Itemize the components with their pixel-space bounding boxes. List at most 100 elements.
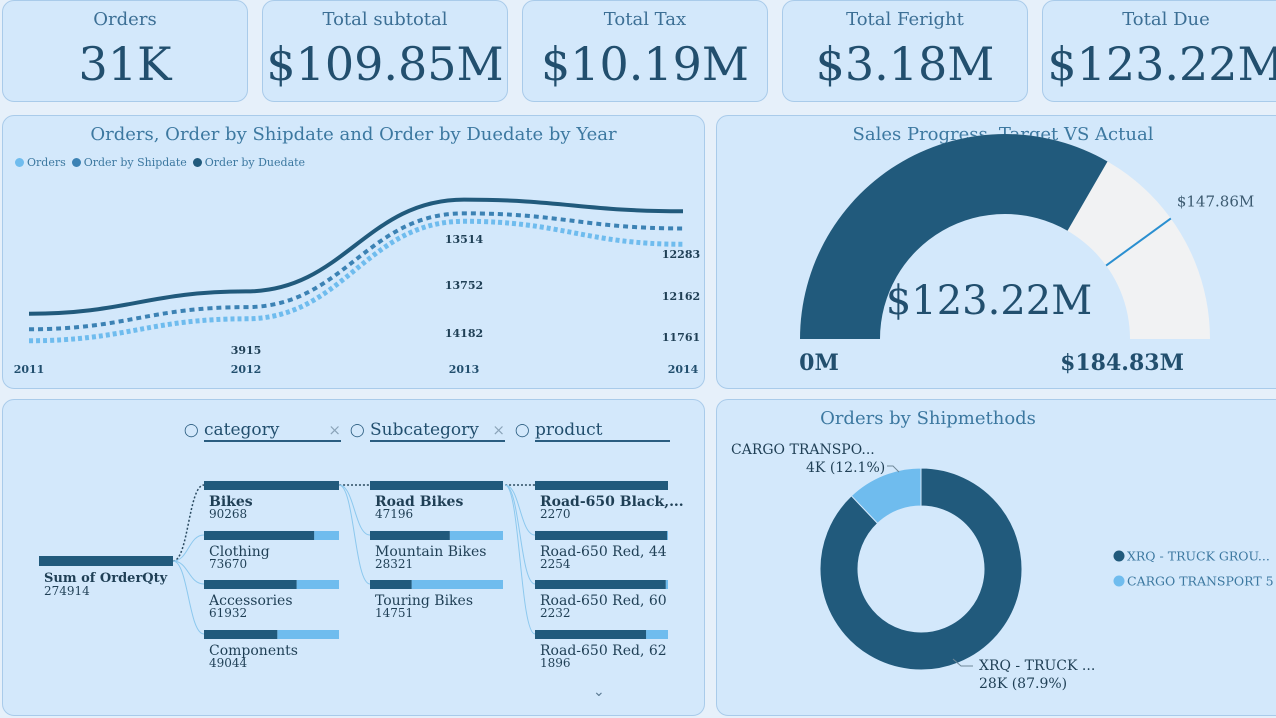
- tree-product-label: Road-650 Black,...: [540, 494, 684, 510]
- tree-product-label: Road-650 Red, 44: [540, 544, 667, 560]
- kpi-value: 31K: [78, 37, 172, 91]
- donut-leader-line: [887, 465, 900, 473]
- kpi-card-subtotal[interactable]: Total subtotal $109.85M: [262, 0, 508, 102]
- tree-header-label: Subcategory: [370, 420, 479, 440]
- kpi-card-freight[interactable]: Total Feright $3.18M: [782, 0, 1028, 102]
- tree-category-value: 73670: [209, 557, 247, 571]
- data-label: 13514: [445, 233, 484, 246]
- line-chart-panel[interactable]: Orders, Order by Shipdate and Order by D…: [2, 115, 705, 389]
- tree-subcategory-value: 47196: [375, 507, 413, 521]
- tree-product-bar[interactable]: [535, 630, 647, 639]
- gauge-value-arc: [800, 134, 1108, 339]
- data-label: 3915: [231, 344, 262, 357]
- legend-dot-icon: [71, 158, 81, 167]
- tree-subcategory-bar-remainder: [411, 580, 503, 589]
- tree-subcategory-bar[interactable]: [370, 580, 412, 589]
- tree-connector: [504, 484, 536, 536]
- x-tick-label: 2014: [668, 363, 699, 376]
- tree-subcategory-bar[interactable]: [370, 531, 450, 540]
- donut-slice-value: 4K (12.1%): [806, 460, 885, 476]
- tree-category-label: Accessories: [208, 593, 293, 609]
- tree-subcategory-label: Mountain Bikes: [375, 544, 486, 560]
- tree-category-bar-remainder: [277, 630, 339, 639]
- tree-connector: [172, 560, 205, 585]
- series-line-orders: [28, 218, 684, 344]
- tree-connector: [504, 484, 536, 585]
- donut-panel[interactable]: Orders by Shipmethods CARGO TRANSPO... 4K…: [716, 399, 1276, 716]
- tree-category-value: 90268: [209, 507, 247, 521]
- gauge-min-label: 0M: [799, 350, 839, 376]
- tree-product-bar[interactable]: [535, 580, 666, 589]
- tree-root-value: 274914: [44, 584, 90, 598]
- tree-connector: [504, 484, 536, 635]
- kpi-value: $10.19M: [540, 37, 750, 91]
- tree-category-label: Clothing: [209, 544, 270, 560]
- kpi-label: Orders: [93, 9, 157, 30]
- tree-category-bar[interactable]: [204, 580, 297, 589]
- x-tick-label: 2011: [14, 363, 45, 376]
- tree-connector: [172, 534, 205, 562]
- legend-label: Order by Shipdate: [83, 156, 187, 169]
- gauge-target-label: $147.86M: [1177, 192, 1254, 210]
- series-line-order-by-duedate: [28, 197, 684, 316]
- tree-product-bar[interactable]: [535, 531, 668, 540]
- tree-product-label: Road-650 Red, 60: [540, 593, 667, 609]
- tree-header-subcategory[interactable]: ◯ Subcategory ×: [350, 420, 505, 442]
- gauge-target-line: [1105, 217, 1172, 267]
- tree-header-product[interactable]: ◯ product: [515, 420, 670, 442]
- tree-product-value: 2254: [540, 557, 571, 571]
- tree-connector: [172, 484, 205, 562]
- tree-product-value: 1896: [540, 656, 571, 670]
- tree-subcategory-label: Touring Bikes: [375, 593, 473, 609]
- donut-legend-label[interactable]: XRQ - TRUCK GROU...: [1127, 549, 1270, 564]
- kpi-card-tax[interactable]: Total Tax $10.19M: [522, 0, 768, 102]
- close-icon[interactable]: ×: [328, 421, 341, 439]
- kpi-label: Total subtotal: [322, 9, 448, 30]
- donut-legend-label[interactable]: CARGO TRANSPORT 5: [1127, 574, 1274, 589]
- legend-label: Orders: [27, 156, 66, 169]
- tree-header-label: category: [204, 420, 280, 440]
- tree-subcategory-bar[interactable]: [370, 481, 503, 490]
- lightbulb-icon: ◯: [515, 422, 530, 438]
- donut-slice[interactable]: [819, 467, 1023, 671]
- tree-category-bar-remainder: [296, 580, 339, 589]
- tree-category-bar[interactable]: [204, 531, 315, 540]
- line-chart: 2011 2012 2013 2014 13514 12283 13752 12162 3915…: [14, 197, 700, 376]
- donut-slice[interactable]: [850, 467, 922, 525]
- tree-category-bar[interactable]: [204, 630, 278, 639]
- donut-slice-label: CARGO TRANSPO...: [731, 442, 875, 458]
- legend-dot-icon: [1113, 550, 1125, 562]
- kpi-card-total-due[interactable]: Total Due $123.22M: [1042, 0, 1276, 102]
- tree-header-category[interactable]: ◯ category ×: [184, 420, 341, 442]
- tree-category-bar[interactable]: [204, 481, 339, 490]
- decomposition-tree-panel[interactable]: ◯ category × ◯ Subcategory × ◯ product S…: [2, 399, 705, 716]
- kpi-value: $109.85M: [266, 37, 504, 91]
- tree-subcategory-value: 14751: [375, 606, 413, 620]
- tree-connector: [172, 560, 205, 635]
- donut-slice-label: XRQ - TRUCK ...: [979, 658, 1095, 674]
- tree-category-label: Bikes: [209, 494, 253, 510]
- tree-subcategory-bar-remainder: [449, 531, 503, 540]
- kpi-card-orders[interactable]: Orders 31K: [2, 0, 248, 102]
- tree-product-bar[interactable]: [535, 481, 668, 490]
- data-label: 11761: [662, 331, 700, 344]
- series-line-order-by-shipdate: [28, 211, 684, 332]
- line-chart-legend: Orders Order by Shipdate Order by Duedat…: [15, 156, 305, 169]
- legend-label: Order by Duedate: [204, 156, 306, 169]
- legend-item-shipdate[interactable]: Order by Shipdate: [71, 156, 187, 169]
- legend-item-duedate[interactable]: Order by Duedate: [192, 156, 306, 169]
- line-chart-title: Orders, Order by Shipdate and Order by D…: [90, 124, 617, 145]
- tree-product-label: Road-650 Red, 62: [540, 643, 667, 659]
- chevron-down-icon[interactable]: ⌄: [593, 684, 605, 700]
- donut-leader-line: [952, 658, 973, 667]
- gauge-panel[interactable]: Sales Progress -Target VS Actual $147.86…: [716, 115, 1276, 389]
- tree-category-value: 61932: [209, 606, 247, 620]
- kpi-label: Total Due: [1122, 9, 1210, 30]
- close-icon[interactable]: ×: [492, 421, 505, 439]
- tree-root-bar[interactable]: [39, 556, 173, 566]
- tree-product-value: 2232: [540, 606, 571, 620]
- tree-subcategory-value: 28321: [375, 557, 413, 571]
- donut-chart: CARGO TRANSPO... 4K (12.1%) XRQ - TRUCK ..…: [731, 442, 1274, 692]
- legend-item-orders[interactable]: Orders: [15, 156, 66, 169]
